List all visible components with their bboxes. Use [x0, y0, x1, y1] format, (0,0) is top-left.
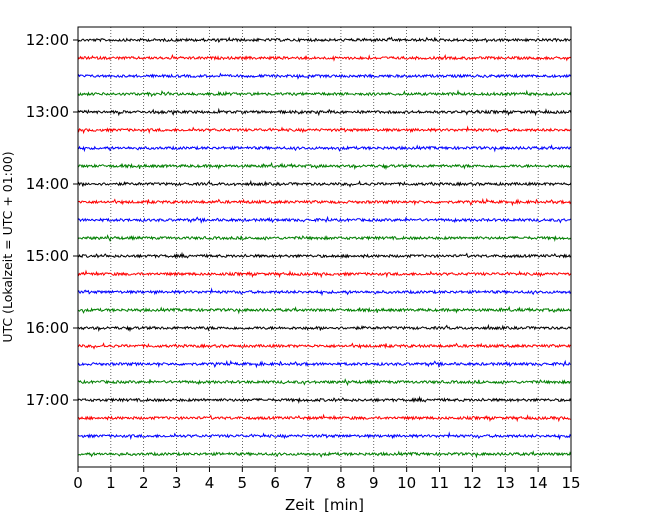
seismogram-trace	[77, 269, 572, 279]
seismogram-trace	[77, 342, 572, 350]
x-tick-label: 13	[496, 474, 515, 492]
y-tick-label: 12:00	[26, 31, 69, 49]
seismogram-trace	[77, 107, 572, 117]
seismogram-trace	[77, 450, 572, 459]
seismogram-trace	[77, 161, 572, 171]
x-tick-label: 14	[529, 474, 548, 492]
seismogram-trace	[77, 89, 572, 98]
seismogram-trace	[77, 287, 572, 297]
y-tick-label: 17:00	[26, 391, 69, 409]
y-tick-label: 15:00	[26, 247, 69, 265]
seismogram-trace	[77, 125, 572, 135]
seismogram-trace	[77, 179, 572, 188]
x-tick-label: 2	[139, 474, 149, 492]
seismogram-trace	[77, 197, 572, 207]
x-axis-label: Zeit [min]	[285, 496, 364, 514]
x-tick-label: 15	[561, 474, 580, 492]
y-axis: 12:00 13:00 14:00 15:00 16:00 17:00	[26, 31, 78, 409]
plot-frame	[77, 26, 572, 468]
x-tick-label: 10	[397, 474, 416, 492]
x-tick-label: 7	[303, 474, 313, 492]
seismogram-trace	[77, 431, 572, 441]
x-axis: 0 1 2 3 4 5 6 7 8 9 10 11 12 13 14 15	[73, 467, 581, 492]
y-axis-label: UTC (Lokalzeit = UTC + 01:00)	[0, 151, 15, 342]
y-tick-label: 14:00	[26, 175, 69, 193]
x-tick-label: 0	[73, 474, 83, 492]
x-tick-label: 9	[369, 474, 379, 492]
x-tick-label: 6	[270, 474, 280, 492]
y-tick-label: 16:00	[26, 319, 69, 337]
seismogram-trace	[77, 323, 572, 333]
seismogram-trace	[77, 359, 571, 369]
seismogram-trace	[77, 215, 572, 224]
y-tick-label: 13:00	[26, 103, 69, 121]
seismogram-trace	[77, 395, 572, 405]
x-tick-label: 1	[106, 474, 116, 492]
seismogram-trace	[77, 144, 572, 153]
seismogram-trace	[77, 378, 571, 387]
x-tick-label: 8	[336, 474, 346, 492]
x-tick-label: 3	[172, 474, 182, 492]
seismogram-trace	[77, 53, 572, 62]
x-tick-label: 4	[205, 474, 215, 492]
x-tick-label: 5	[238, 474, 248, 492]
grid-layer	[110, 27, 539, 467]
seismogram-trace	[77, 36, 572, 44]
seismogram-trace	[77, 251, 572, 259]
seismogram-trace	[77, 413, 571, 423]
seismogram-trace	[77, 72, 572, 80]
seismogram-trace	[77, 234, 572, 243]
x-tick-label: 11	[430, 474, 449, 492]
trace-layer	[77, 36, 572, 459]
seismogram-trace	[77, 305, 572, 315]
x-tick-label: 12	[463, 474, 482, 492]
